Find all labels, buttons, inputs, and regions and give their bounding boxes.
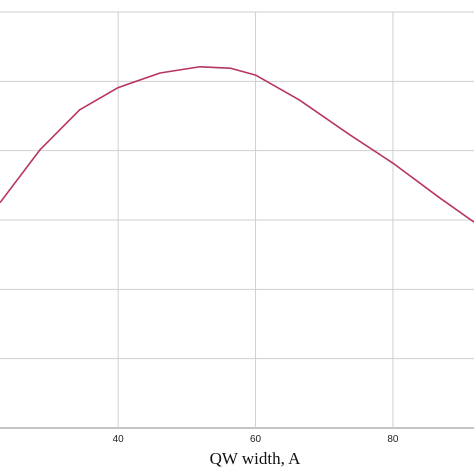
x-tick-label: 80 — [387, 434, 399, 445]
x-tick-label: 40 — [113, 434, 125, 445]
x-axis-label: QW width, A — [210, 449, 302, 468]
x-tick-label: 60 — [250, 434, 262, 445]
data-line — [0, 65, 474, 223]
